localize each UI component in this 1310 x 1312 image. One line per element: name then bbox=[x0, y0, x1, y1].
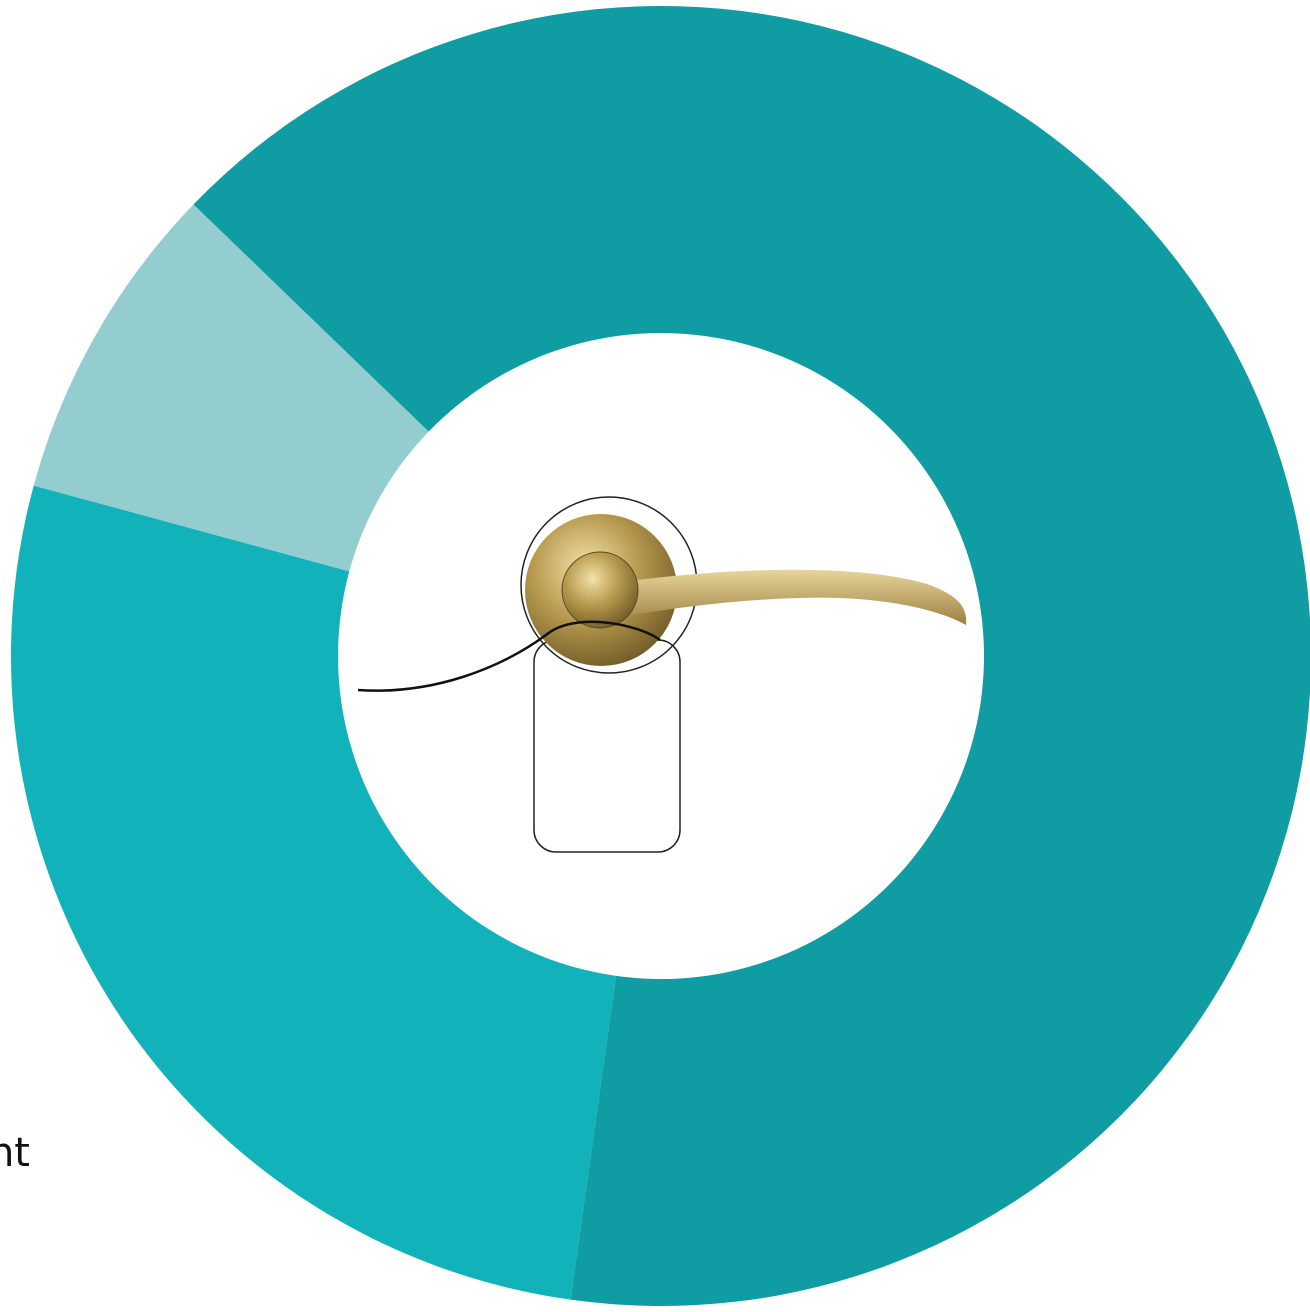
plate-outline bbox=[533, 639, 681, 853]
lever bbox=[600, 569, 967, 625]
door-handle bbox=[357, 496, 967, 853]
slice bbox=[193, 6, 1310, 1306]
slices bbox=[10, 6, 1310, 1306]
slice bbox=[10, 485, 617, 1300]
slice bbox=[33, 204, 429, 572]
sketch-line bbox=[357, 620, 661, 692]
hub bbox=[561, 551, 639, 629]
annotation: nt bbox=[0, 1130, 30, 1176]
